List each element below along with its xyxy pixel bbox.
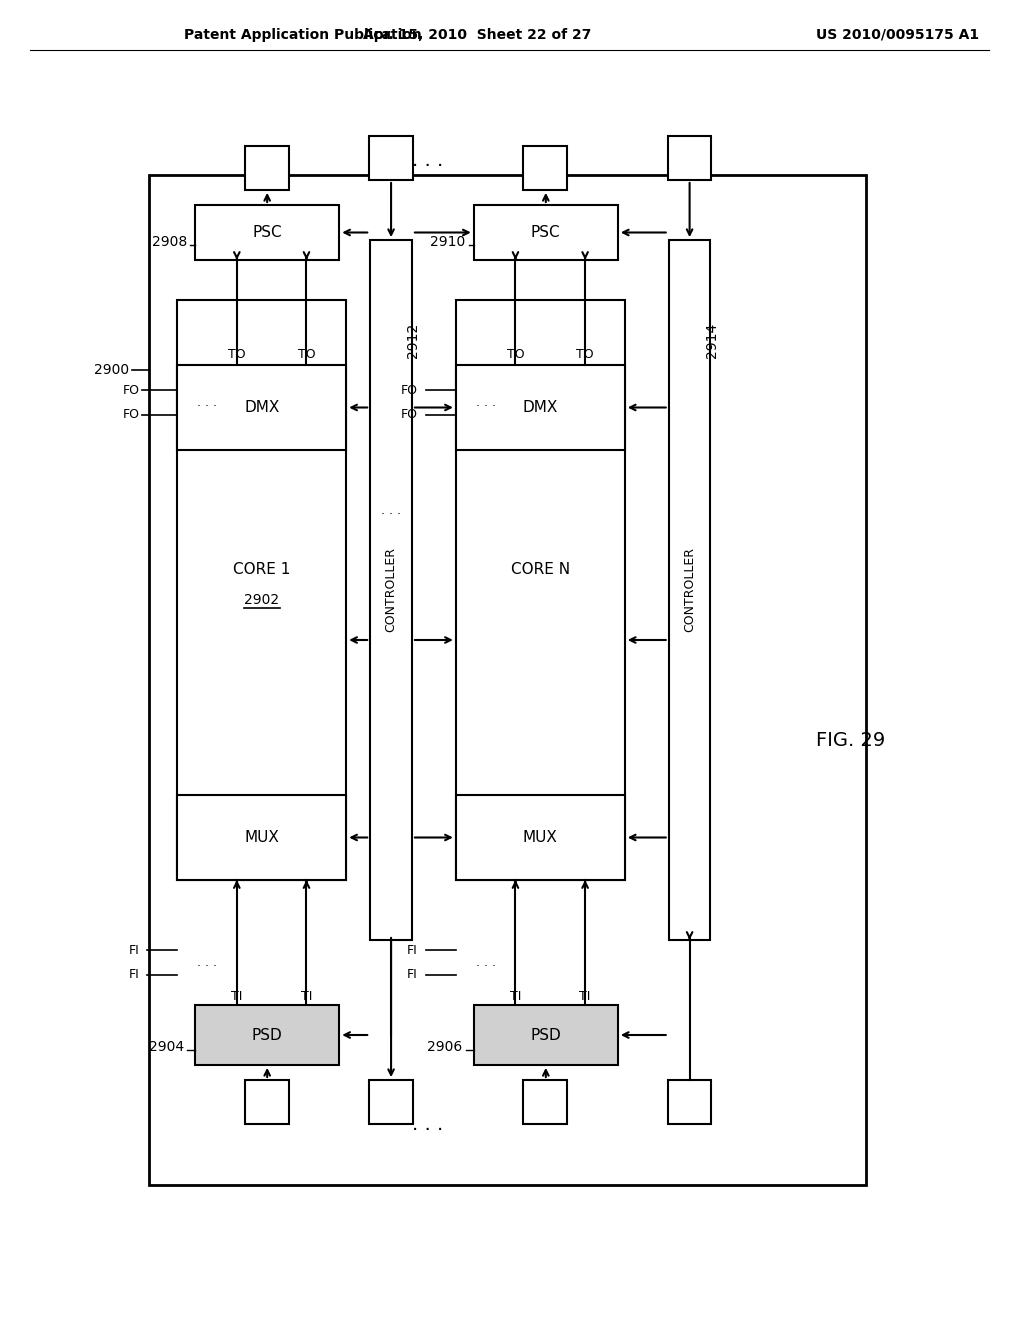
Bar [177, 795, 346, 880]
Bar [668, 1080, 712, 1125]
Text: 2912: 2912 [406, 322, 420, 358]
Text: CORE 1: CORE 1 [233, 562, 291, 578]
Bar [245, 1080, 289, 1125]
Bar [195, 205, 339, 260]
Text: 2904: 2904 [148, 1040, 184, 1053]
Text: FI: FI [129, 969, 139, 982]
Text: . . .: . . . [475, 956, 496, 969]
Text: . . .: . . . [197, 956, 217, 969]
Text: PSC: PSC [531, 224, 560, 240]
Text: 2914: 2914 [705, 322, 719, 358]
Text: TI: TI [231, 990, 243, 1003]
Bar [668, 136, 712, 180]
Text: FO: FO [122, 384, 139, 396]
Text: PSD: PSD [252, 1027, 283, 1043]
Text: . . .: . . . [475, 396, 496, 409]
Text: MUX: MUX [523, 830, 558, 845]
Bar [474, 1005, 617, 1065]
Bar [195, 1005, 339, 1065]
Text: PSD: PSD [530, 1027, 561, 1043]
Text: CONTROLLER: CONTROLLER [683, 548, 696, 632]
Text: FI: FI [129, 944, 139, 957]
Text: Patent Application Publication: Patent Application Publication [184, 28, 422, 42]
Text: US 2010/0095175 A1: US 2010/0095175 A1 [816, 28, 979, 42]
Bar [370, 136, 413, 180]
Text: FI: FI [408, 944, 418, 957]
Text: 2902: 2902 [244, 593, 280, 607]
Bar [245, 147, 289, 190]
Bar [669, 240, 711, 940]
Text: 2900: 2900 [94, 363, 129, 378]
Text: CONTROLLER: CONTROLLER [385, 548, 397, 632]
Bar [150, 176, 865, 1185]
Text: TI: TI [510, 990, 521, 1003]
Text: DMX: DMX [244, 400, 280, 414]
Text: TO: TO [507, 348, 524, 362]
Text: MUX: MUX [245, 830, 280, 845]
Bar [523, 1080, 567, 1125]
Text: FIG. 29: FIG. 29 [816, 730, 885, 750]
Bar [523, 147, 567, 190]
Text: 2906: 2906 [427, 1040, 463, 1053]
Text: Apr. 15, 2010  Sheet 22 of 27: Apr. 15, 2010 Sheet 22 of 27 [364, 28, 592, 42]
Bar [177, 300, 346, 880]
Bar [456, 366, 625, 450]
Text: PSC: PSC [252, 224, 282, 240]
Text: TI: TI [580, 990, 591, 1003]
Text: TI: TI [301, 990, 312, 1003]
Text: . . .: . . . [197, 396, 217, 409]
Bar [456, 795, 625, 880]
Text: TO: TO [577, 348, 594, 362]
Text: . . .: . . . [413, 150, 443, 169]
Text: FO: FO [122, 408, 139, 421]
Text: TO: TO [298, 348, 315, 362]
Bar [370, 1080, 413, 1125]
Text: FO: FO [401, 384, 418, 396]
Bar [370, 240, 412, 940]
Text: FO: FO [401, 408, 418, 421]
Text: CORE N: CORE N [511, 562, 570, 578]
Text: 2908: 2908 [152, 235, 187, 249]
Bar [456, 300, 625, 880]
Text: DMX: DMX [522, 400, 558, 414]
Bar [177, 366, 346, 450]
Text: 2910: 2910 [430, 235, 466, 249]
Text: TO: TO [228, 348, 246, 362]
Text: . . .: . . . [381, 503, 401, 516]
Text: FI: FI [408, 969, 418, 982]
Text: . . .: . . . [413, 1115, 443, 1134]
Bar [474, 205, 617, 260]
